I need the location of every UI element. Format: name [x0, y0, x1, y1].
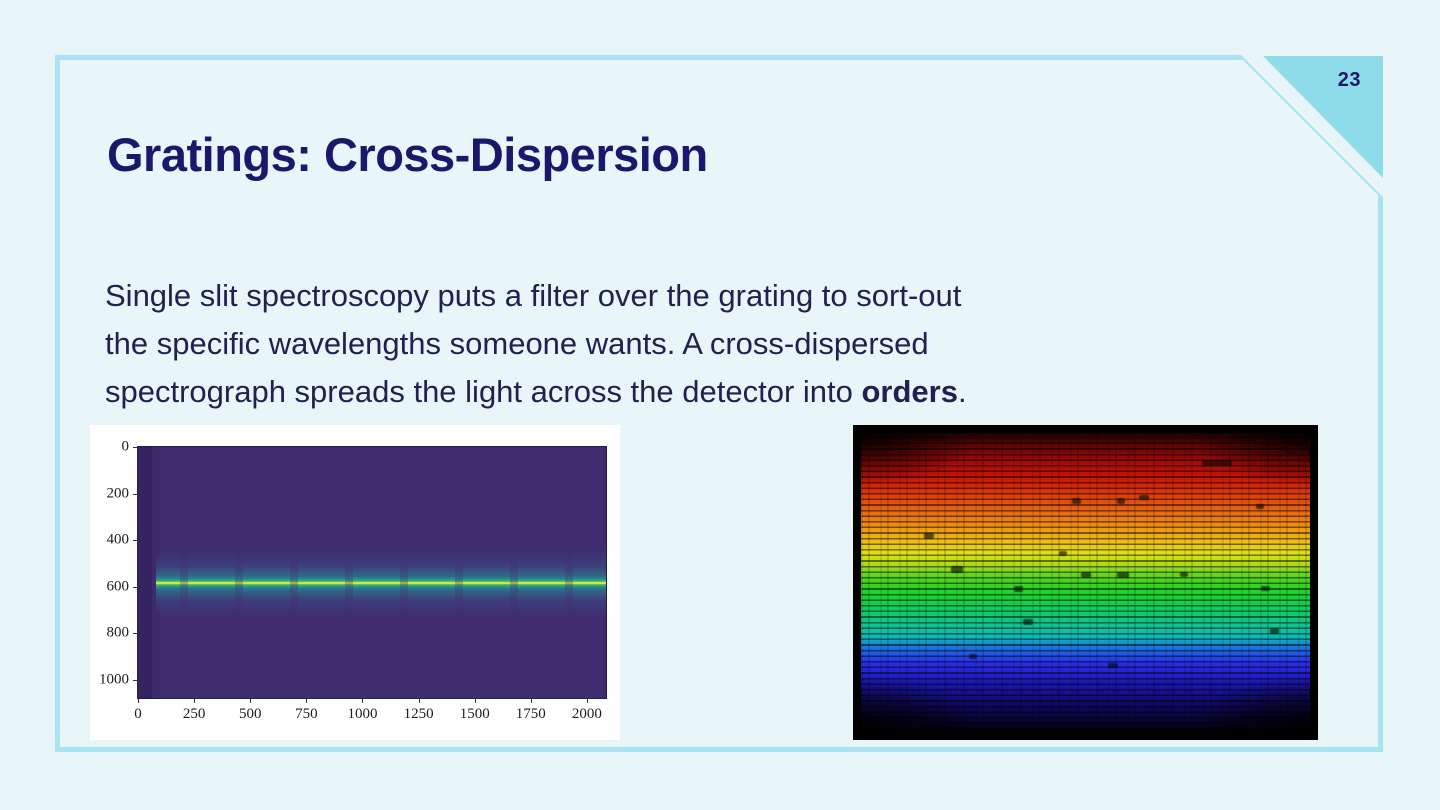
- body-line-1: Single slit spectroscopy puts a filter o…: [105, 278, 962, 313]
- y-tick-mark: [133, 633, 138, 635]
- plot-axes: 0 250 500 750 1000 1250 1500 1750 2000 0 200 400 600…: [99, 439, 607, 722]
- x-tick-label: 1000: [347, 706, 378, 722]
- y-tick-mark: [133, 679, 138, 681]
- body-line-3-end: .: [957, 374, 967, 409]
- x-tick-mark: [586, 698, 588, 703]
- x-tick-mark: [474, 698, 476, 703]
- x-tick-mark: [362, 698, 364, 703]
- body-bold-word: orders: [861, 374, 958, 409]
- x-tick-label: 1250: [403, 706, 434, 722]
- body-paragraph: Single slit spectroscopy puts a filter o…: [105, 272, 1320, 416]
- x-tick-label: 2000: [571, 706, 602, 722]
- y-tick-label: 600: [106, 578, 130, 595]
- x-tick-mark: [306, 698, 308, 703]
- page-number: 23: [1337, 69, 1361, 91]
- y-tick-label: 200: [106, 485, 130, 502]
- x-tick-label: 250: [182, 706, 206, 722]
- single-slit-spectrum-figure: 0 250 500 750 1000 1250 1500 1750 2000 0 200 400 600…: [90, 425, 620, 740]
- body-line-2: the specific wavelengths someone wants. …: [105, 326, 929, 361]
- y-tick-label: 800: [106, 624, 130, 641]
- x-tick-mark: [194, 698, 196, 703]
- y-tick-mark: [133, 493, 138, 495]
- slide-title: Gratings: Cross-Dispersion: [107, 128, 708, 182]
- x-tick-mark: [250, 698, 252, 703]
- y-tick-mark: [133, 447, 138, 448]
- body-line-3: spectrograph spreads the light across th…: [105, 374, 862, 409]
- x-tick-label: 0: [134, 706, 142, 722]
- spectrogram-area: [861, 433, 1310, 728]
- x-tick-label: 500: [238, 706, 262, 722]
- y-tick-label: 1000: [99, 671, 129, 688]
- x-tick-mark: [138, 698, 139, 703]
- x-tick-mark: [418, 698, 420, 703]
- x-tick-mark: [530, 698, 532, 703]
- spectrogram-vignette: [861, 433, 1310, 728]
- x-tick-label: 750: [295, 706, 318, 722]
- y-tick-label: 0: [121, 438, 130, 455]
- y-tick-mark: [133, 540, 138, 542]
- x-tick-label: 1500: [459, 706, 490, 722]
- spectral-trace: [156, 550, 606, 617]
- cross-dispersed-spectrogram-figure: [853, 425, 1318, 740]
- y-tick-label: 400: [106, 531, 130, 548]
- y-tick-mark: [133, 586, 138, 588]
- x-tick-label: 1750: [515, 706, 546, 722]
